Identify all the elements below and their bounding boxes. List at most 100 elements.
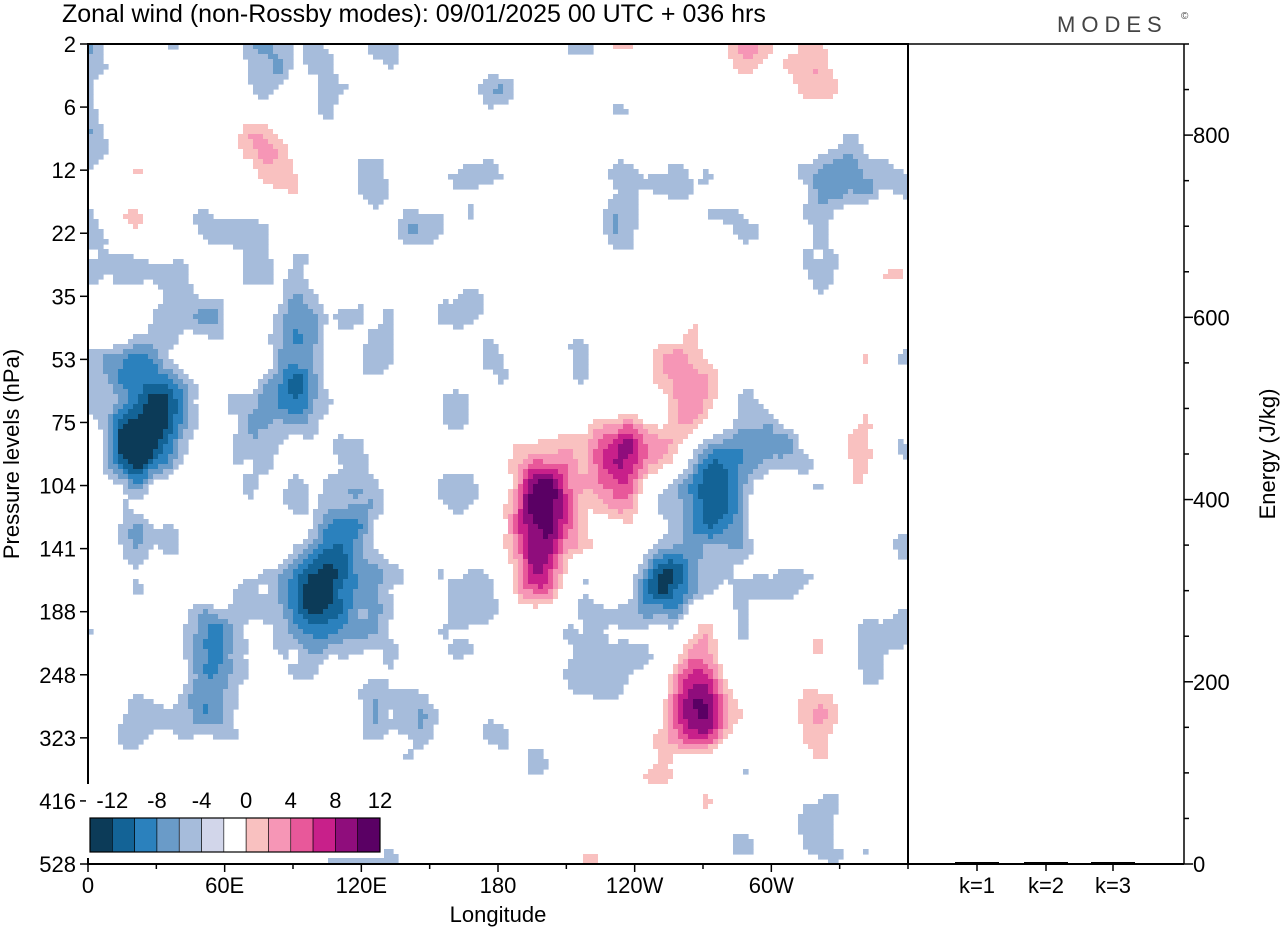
- field-cell: [668, 414, 679, 420]
- field-cell: [288, 629, 304, 635]
- field-cell: [558, 524, 564, 530]
- field-cell: [758, 64, 784, 70]
- field-cell: [583, 419, 594, 425]
- field-cell: [118, 429, 164, 435]
- field-cell: [678, 684, 684, 690]
- field-cell: [298, 639, 344, 645]
- field-cell: [293, 159, 309, 165]
- field-cell: [143, 409, 169, 415]
- field-cell: [698, 179, 709, 185]
- field-cell: [478, 44, 514, 50]
- field-cell: [683, 289, 699, 295]
- field-cell: [528, 504, 554, 510]
- field-cell: [668, 679, 674, 685]
- field-cell: [128, 484, 144, 490]
- field-cell: [118, 184, 149, 190]
- field-cell: [408, 374, 434, 380]
- field-cell: [693, 479, 704, 485]
- field-cell: [808, 189, 819, 195]
- field-cell: [203, 189, 209, 195]
- field-cell: [128, 479, 134, 485]
- field-cell: [903, 269, 908, 275]
- field-cell: [678, 744, 709, 750]
- longitude-tick-label: 180: [480, 873, 517, 898]
- field-cell: [363, 539, 374, 545]
- pressure-tick-label: 141: [39, 537, 76, 562]
- field-cell: [733, 729, 744, 735]
- field-cell: [333, 599, 344, 605]
- field-cell: [283, 489, 309, 495]
- field-cell: [653, 744, 679, 750]
- field-cell: [263, 569, 284, 575]
- field-cell: [738, 699, 749, 705]
- field-cell: [868, 419, 908, 425]
- field-cell: [383, 314, 394, 320]
- field-cell: [368, 514, 379, 520]
- field-cell: [528, 454, 574, 460]
- field-cell: [813, 129, 824, 135]
- field-cell: [683, 649, 689, 655]
- field-cell: [253, 139, 269, 145]
- field-cell: [368, 509, 384, 515]
- field-cell: [788, 434, 799, 440]
- field-cell: [798, 169, 819, 175]
- field-cell: [898, 549, 908, 555]
- field-cell: [363, 194, 389, 200]
- field-cell: [513, 489, 519, 495]
- field-cell: [353, 554, 364, 560]
- field-cell: [203, 169, 259, 175]
- field-cell: [88, 164, 94, 170]
- field-cell: [208, 334, 224, 340]
- field-cell: [648, 589, 659, 595]
- field-cell: [88, 104, 94, 110]
- field-cell: [278, 649, 289, 655]
- field-cell: [708, 524, 714, 530]
- field-cell: [468, 569, 484, 575]
- field-cell: [513, 509, 519, 515]
- field-cell: [503, 539, 514, 545]
- field-cell: [608, 749, 624, 755]
- field-cell: [258, 574, 279, 580]
- field-cell: [258, 174, 299, 180]
- field-cell: [523, 584, 539, 590]
- field-cell: [738, 494, 744, 500]
- field-cell: [828, 609, 839, 615]
- field-cell: [613, 109, 629, 115]
- field-cell: [798, 49, 829, 55]
- field-cell: [668, 764, 699, 770]
- field-cell: [663, 709, 669, 715]
- field-cell: [638, 599, 644, 605]
- field-cell: [253, 44, 274, 50]
- field-cell: [813, 369, 884, 375]
- field-cell: [358, 189, 389, 195]
- field-cell: [823, 704, 839, 710]
- field-cell: [278, 54, 294, 60]
- field-cell: [348, 489, 364, 495]
- field-cell: [798, 624, 834, 630]
- field-cell: [533, 154, 539, 160]
- field-cell: [703, 399, 714, 405]
- field-cell: [528, 64, 549, 70]
- field-cell: [558, 434, 594, 440]
- field-cell: [168, 459, 174, 465]
- field-cell: [858, 269, 864, 275]
- field-cell: [723, 514, 734, 520]
- field-cell: [518, 514, 524, 520]
- field-cell: [698, 484, 729, 490]
- field-cell: [718, 734, 724, 740]
- field-cell: [318, 544, 334, 550]
- field-cell: [223, 634, 234, 640]
- field-cell: [893, 844, 908, 850]
- field-cell: [308, 534, 319, 540]
- field-cell: [728, 699, 739, 705]
- field-cell: [513, 549, 519, 555]
- field-cell: [743, 534, 749, 540]
- field-cell: [368, 559, 389, 565]
- field-cell: [723, 689, 734, 695]
- longitude-ticks: 0 60E 120E 180 120W 60W: [82, 864, 909, 898]
- field-cell: [323, 489, 349, 495]
- field-cell: [273, 359, 279, 365]
- field-cell: [563, 584, 569, 590]
- field-cell: [608, 204, 639, 210]
